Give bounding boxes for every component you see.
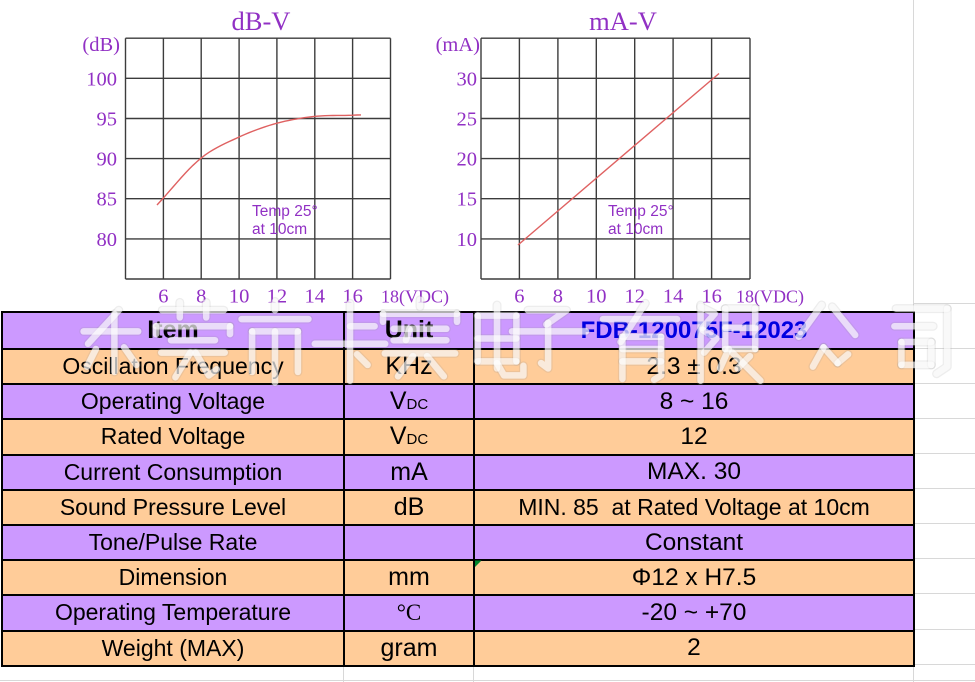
svg-text:95: 95 [97,108,118,130]
svg-text:30: 30 [457,68,478,90]
svg-text:10: 10 [586,286,607,308]
svg-text:8: 8 [553,286,563,308]
svg-text:12: 12 [267,286,288,308]
svg-text:at 10cm: at 10cm [252,221,307,238]
svg-text:(mA): (mA) [436,34,480,56]
svg-text:10: 10 [457,229,478,251]
svg-text:at 10cm: at 10cm [608,221,663,238]
svg-text:8: 8 [196,286,206,308]
svg-text:6: 6 [514,286,524,308]
svg-text:85: 85 [97,189,118,211]
svg-text:15: 15 [457,189,478,211]
svg-text:18(VDC): 18(VDC) [381,287,449,308]
svg-text:Temp 25°: Temp 25° [252,203,318,220]
svg-text:18(VDC): 18(VDC) [736,287,804,308]
svg-text:mA-V: mA-V [589,6,657,36]
svg-text:dB-V: dB-V [232,6,291,36]
svg-text:25: 25 [457,108,478,130]
svg-text:10: 10 [229,286,250,308]
svg-text:90: 90 [97,149,118,171]
svg-text:14: 14 [663,286,684,308]
svg-text:6: 6 [158,286,168,308]
svg-text:16: 16 [342,286,363,308]
svg-text:Temp 25°: Temp 25° [608,203,674,220]
svg-text:100: 100 [86,68,117,90]
svg-text:14: 14 [305,286,326,308]
svg-text:20: 20 [457,149,478,171]
svg-text:16: 16 [701,286,722,308]
svg-text:12: 12 [624,286,645,308]
svg-text:80: 80 [97,229,118,251]
svg-text:(dB): (dB) [82,34,120,56]
